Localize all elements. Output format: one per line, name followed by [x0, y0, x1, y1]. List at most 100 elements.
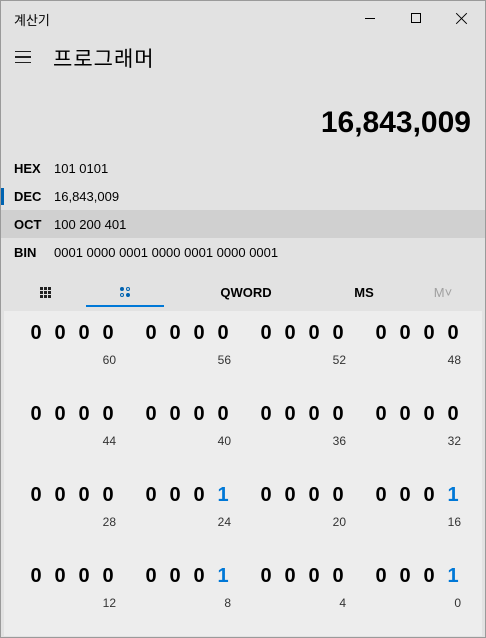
bit-toggle[interactable]: 0	[193, 403, 205, 425]
radix-value: 16,843,009	[54, 189, 120, 204]
bit-toggle[interactable]: 0	[78, 565, 90, 587]
radix-value: 100 200 401	[54, 217, 127, 232]
bit-toggle[interactable]: 0	[375, 322, 387, 344]
bit-toggle[interactable]: 0	[399, 322, 411, 344]
selected-indicator	[1, 188, 4, 205]
bit-toggle[interactable]: 0	[308, 403, 320, 425]
hamburger-icon	[15, 50, 31, 53]
bit-position-label: 8	[224, 596, 231, 610]
bit-toggle[interactable]: 0	[30, 484, 42, 506]
bit-toggle[interactable]: 0	[308, 322, 320, 344]
bit-toggle[interactable]: 0	[145, 565, 157, 587]
bit-toggle[interactable]: 0	[145, 484, 157, 506]
bit-toggle[interactable]: 0	[423, 403, 435, 425]
bit-toggle[interactable]: 0	[193, 484, 205, 506]
bit-toggle[interactable]: 0	[169, 484, 181, 506]
bit-toggle[interactable]: 0	[399, 565, 411, 587]
bit-toggle[interactable]: 0	[193, 565, 205, 587]
bit-toggle-icon	[120, 287, 130, 297]
bit-toggle[interactable]: 0	[284, 565, 296, 587]
bit-toggle[interactable]: 0	[260, 484, 272, 506]
bit-toggle[interactable]: 0	[375, 403, 387, 425]
bit-toggle[interactable]: 0	[54, 403, 66, 425]
bit-toggle[interactable]: 0	[78, 322, 90, 344]
bit-position-label: 4	[339, 596, 346, 610]
radix-label: OCT	[14, 217, 42, 232]
display-value: 16,843,009	[320, 106, 471, 139]
bit-toggle[interactable]: 0	[332, 322, 344, 344]
bit-position-label: 44	[102, 434, 116, 448]
bit-toggle[interactable]: 0	[284, 403, 296, 425]
bit-toggle[interactable]: 0	[217, 322, 229, 344]
bit-position-label: 52	[332, 353, 346, 367]
tab-full-keypad[interactable]	[9, 277, 81, 307]
maximize-button[interactable]	[393, 1, 439, 35]
navigation-menu-button[interactable]	[9, 43, 37, 71]
bit-toggle[interactable]: 0	[332, 403, 344, 425]
bit-toggle[interactable]: 0	[260, 565, 272, 587]
bit-toggle[interactable]: 0	[169, 403, 181, 425]
bit-position-label: 28	[102, 515, 116, 529]
radix-row-dec[interactable]: DEC 16,843,009	[1, 182, 485, 210]
bit-position-label: 48	[447, 353, 461, 367]
bit-toggle[interactable]: 0	[423, 565, 435, 587]
bit-toggle[interactable]: 0	[54, 322, 66, 344]
bit-toggle[interactable]: 0	[332, 484, 344, 506]
word-size-button[interactable]: QWORD	[220, 284, 272, 300]
bit-toggle[interactable]: 0	[332, 565, 344, 587]
bit-toggle[interactable]: 0	[447, 322, 459, 344]
memory-list-button: M˅	[433, 284, 453, 300]
bit-toggle[interactable]: 0	[399, 484, 411, 506]
bit-toggle[interactable]: 0	[145, 322, 157, 344]
bit-toggle[interactable]: 0	[54, 484, 66, 506]
bit-toggle[interactable]: 0	[399, 403, 411, 425]
bit-toggle[interactable]: 0	[102, 565, 114, 587]
bit-toggle[interactable]: 1	[217, 565, 229, 587]
bit-toggle[interactable]: 0	[217, 403, 229, 425]
bit-toggle[interactable]: 0	[308, 484, 320, 506]
bit-toggle[interactable]: 0	[78, 484, 90, 506]
close-button[interactable]	[439, 1, 485, 35]
bit-toggle[interactable]: 0	[260, 322, 272, 344]
bit-toggle[interactable]: 0	[284, 322, 296, 344]
minimize-icon	[365, 17, 375, 19]
radix-row-oct[interactable]: OCT 100 200 401	[1, 210, 485, 238]
bit-toggle[interactable]: 0	[447, 403, 459, 425]
bit-toggle[interactable]: 0	[102, 484, 114, 506]
bit-toggle[interactable]: 0	[30, 322, 42, 344]
radix-row-hex[interactable]: HEX 101 0101	[1, 154, 485, 182]
bit-toggle[interactable]: 0	[308, 565, 320, 587]
bit-toggle[interactable]: 0	[375, 484, 387, 506]
close-icon	[456, 12, 468, 24]
tab-selected-underline	[86, 305, 164, 307]
bit-position-label: 32	[447, 434, 461, 448]
radix-row-bin[interactable]: BIN 0001 0000 0001 0000 0001 0000 0001	[1, 238, 485, 266]
bit-toggle[interactable]: 0	[102, 403, 114, 425]
minimize-button[interactable]	[347, 1, 393, 35]
bit-toggle-panel: 0 0 0 0 60 0 0 0 0 56 0 0 0 0 52 0 0 0 0 48 0 0 0 0 44 0 0 0 0 40 0 0 0 0…	[4, 311, 482, 636]
bit-position-label: 12	[102, 596, 116, 610]
bit-toggle[interactable]: 0	[260, 403, 272, 425]
bit-toggle[interactable]: 1	[447, 484, 459, 506]
bit-position-label: 56	[217, 353, 231, 367]
bit-toggle[interactable]: 0	[78, 403, 90, 425]
bit-toggle[interactable]: 0	[423, 322, 435, 344]
bit-toggle[interactable]: 0	[284, 484, 296, 506]
bit-toggle[interactable]: 0	[193, 322, 205, 344]
bit-toggle[interactable]: 0	[423, 484, 435, 506]
bit-toggle[interactable]: 1	[217, 484, 229, 506]
memory-store-button[interactable]: MS	[354, 284, 374, 300]
bit-toggle[interactable]: 0	[169, 565, 181, 587]
bit-toggle[interactable]: 0	[375, 565, 387, 587]
tab-bit-toggling-keypad[interactable]	[86, 277, 164, 307]
radix-label: BIN	[14, 245, 37, 260]
bit-toggle[interactable]: 0	[30, 565, 42, 587]
bit-toggle[interactable]: 0	[102, 322, 114, 344]
bit-toggle[interactable]: 0	[30, 403, 42, 425]
bit-position-label: 24	[217, 515, 231, 529]
bit-toggle[interactable]: 0	[169, 322, 181, 344]
bit-toggle[interactable]: 1	[447, 565, 459, 587]
bit-toggle[interactable]: 0	[145, 403, 157, 425]
bit-toggle[interactable]: 0	[54, 565, 66, 587]
